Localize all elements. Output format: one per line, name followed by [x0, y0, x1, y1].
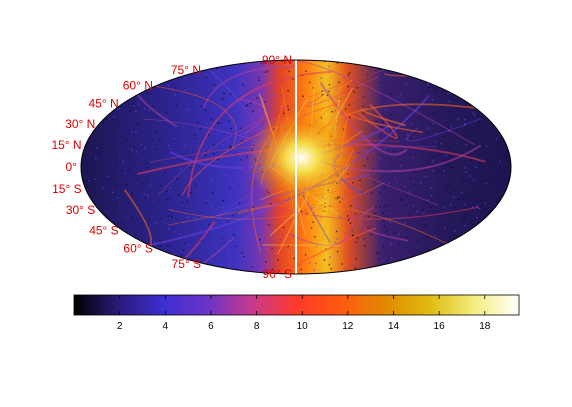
colorbar-tick-label: 12: [342, 321, 354, 332]
latitude-label: 30° S: [66, 203, 95, 217]
latitude-label: 15° N: [51, 138, 81, 152]
colorbar-tick-label: 18: [479, 321, 491, 332]
latitude-label: 90° N: [262, 53, 292, 67]
latitude-label: 75° N: [171, 63, 201, 77]
colorbar: 2 4 6 8 10 12 14 16 18: [73, 294, 520, 332]
latitude-label: 75° S: [172, 257, 201, 271]
sky-map: [80, 59, 512, 275]
colorbar-tick-label: 6: [208, 321, 214, 332]
latitude-label: 45° S: [89, 223, 118, 237]
colorbar-tick-label: 14: [388, 321, 400, 332]
colorbar-ticks: 2 4 6 8 10 12 14 16 18: [117, 295, 491, 332]
latitude-label: 15° S: [52, 182, 81, 196]
colorbar-tick-label: 10: [297, 321, 309, 332]
colorbar-tick-label: 4: [163, 321, 169, 332]
latitude-label: 90° S: [263, 267, 292, 281]
colorbar-gradient: [73, 294, 520, 316]
colorbar-tick-label: 8: [254, 321, 260, 332]
latitude-label: 30° N: [65, 117, 95, 131]
colorbar-tick-label: 2: [117, 321, 123, 332]
map-frame: [80, 59, 512, 275]
galactic-core-glow: [247, 110, 357, 206]
latitude-label: 60° N: [123, 78, 153, 92]
latitude-labels: 90° N 75° N 60° N 45° N 30° N 15° N 0° 15° S 30°…: [51, 53, 292, 281]
latitude-label: 45° N: [89, 97, 119, 111]
latitude-label: 60° S: [123, 242, 152, 256]
colorbar-tick-label: 16: [434, 321, 446, 332]
latitude-label: 0°: [66, 160, 78, 174]
